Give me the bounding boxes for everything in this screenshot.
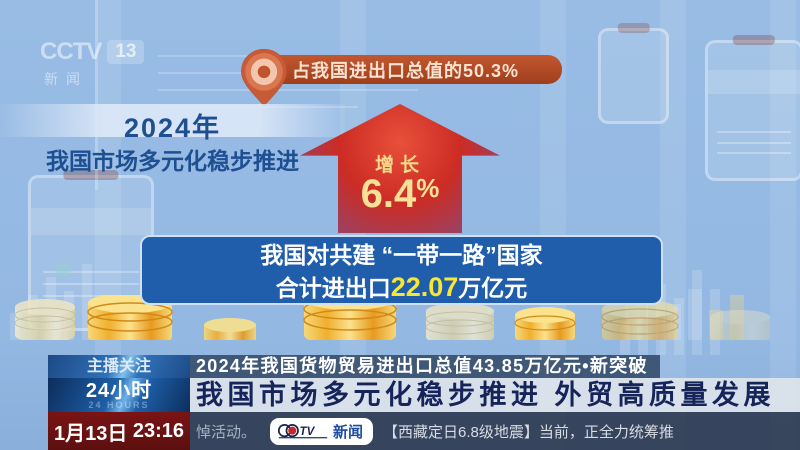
svg-text:TV: TV <box>300 426 316 438</box>
